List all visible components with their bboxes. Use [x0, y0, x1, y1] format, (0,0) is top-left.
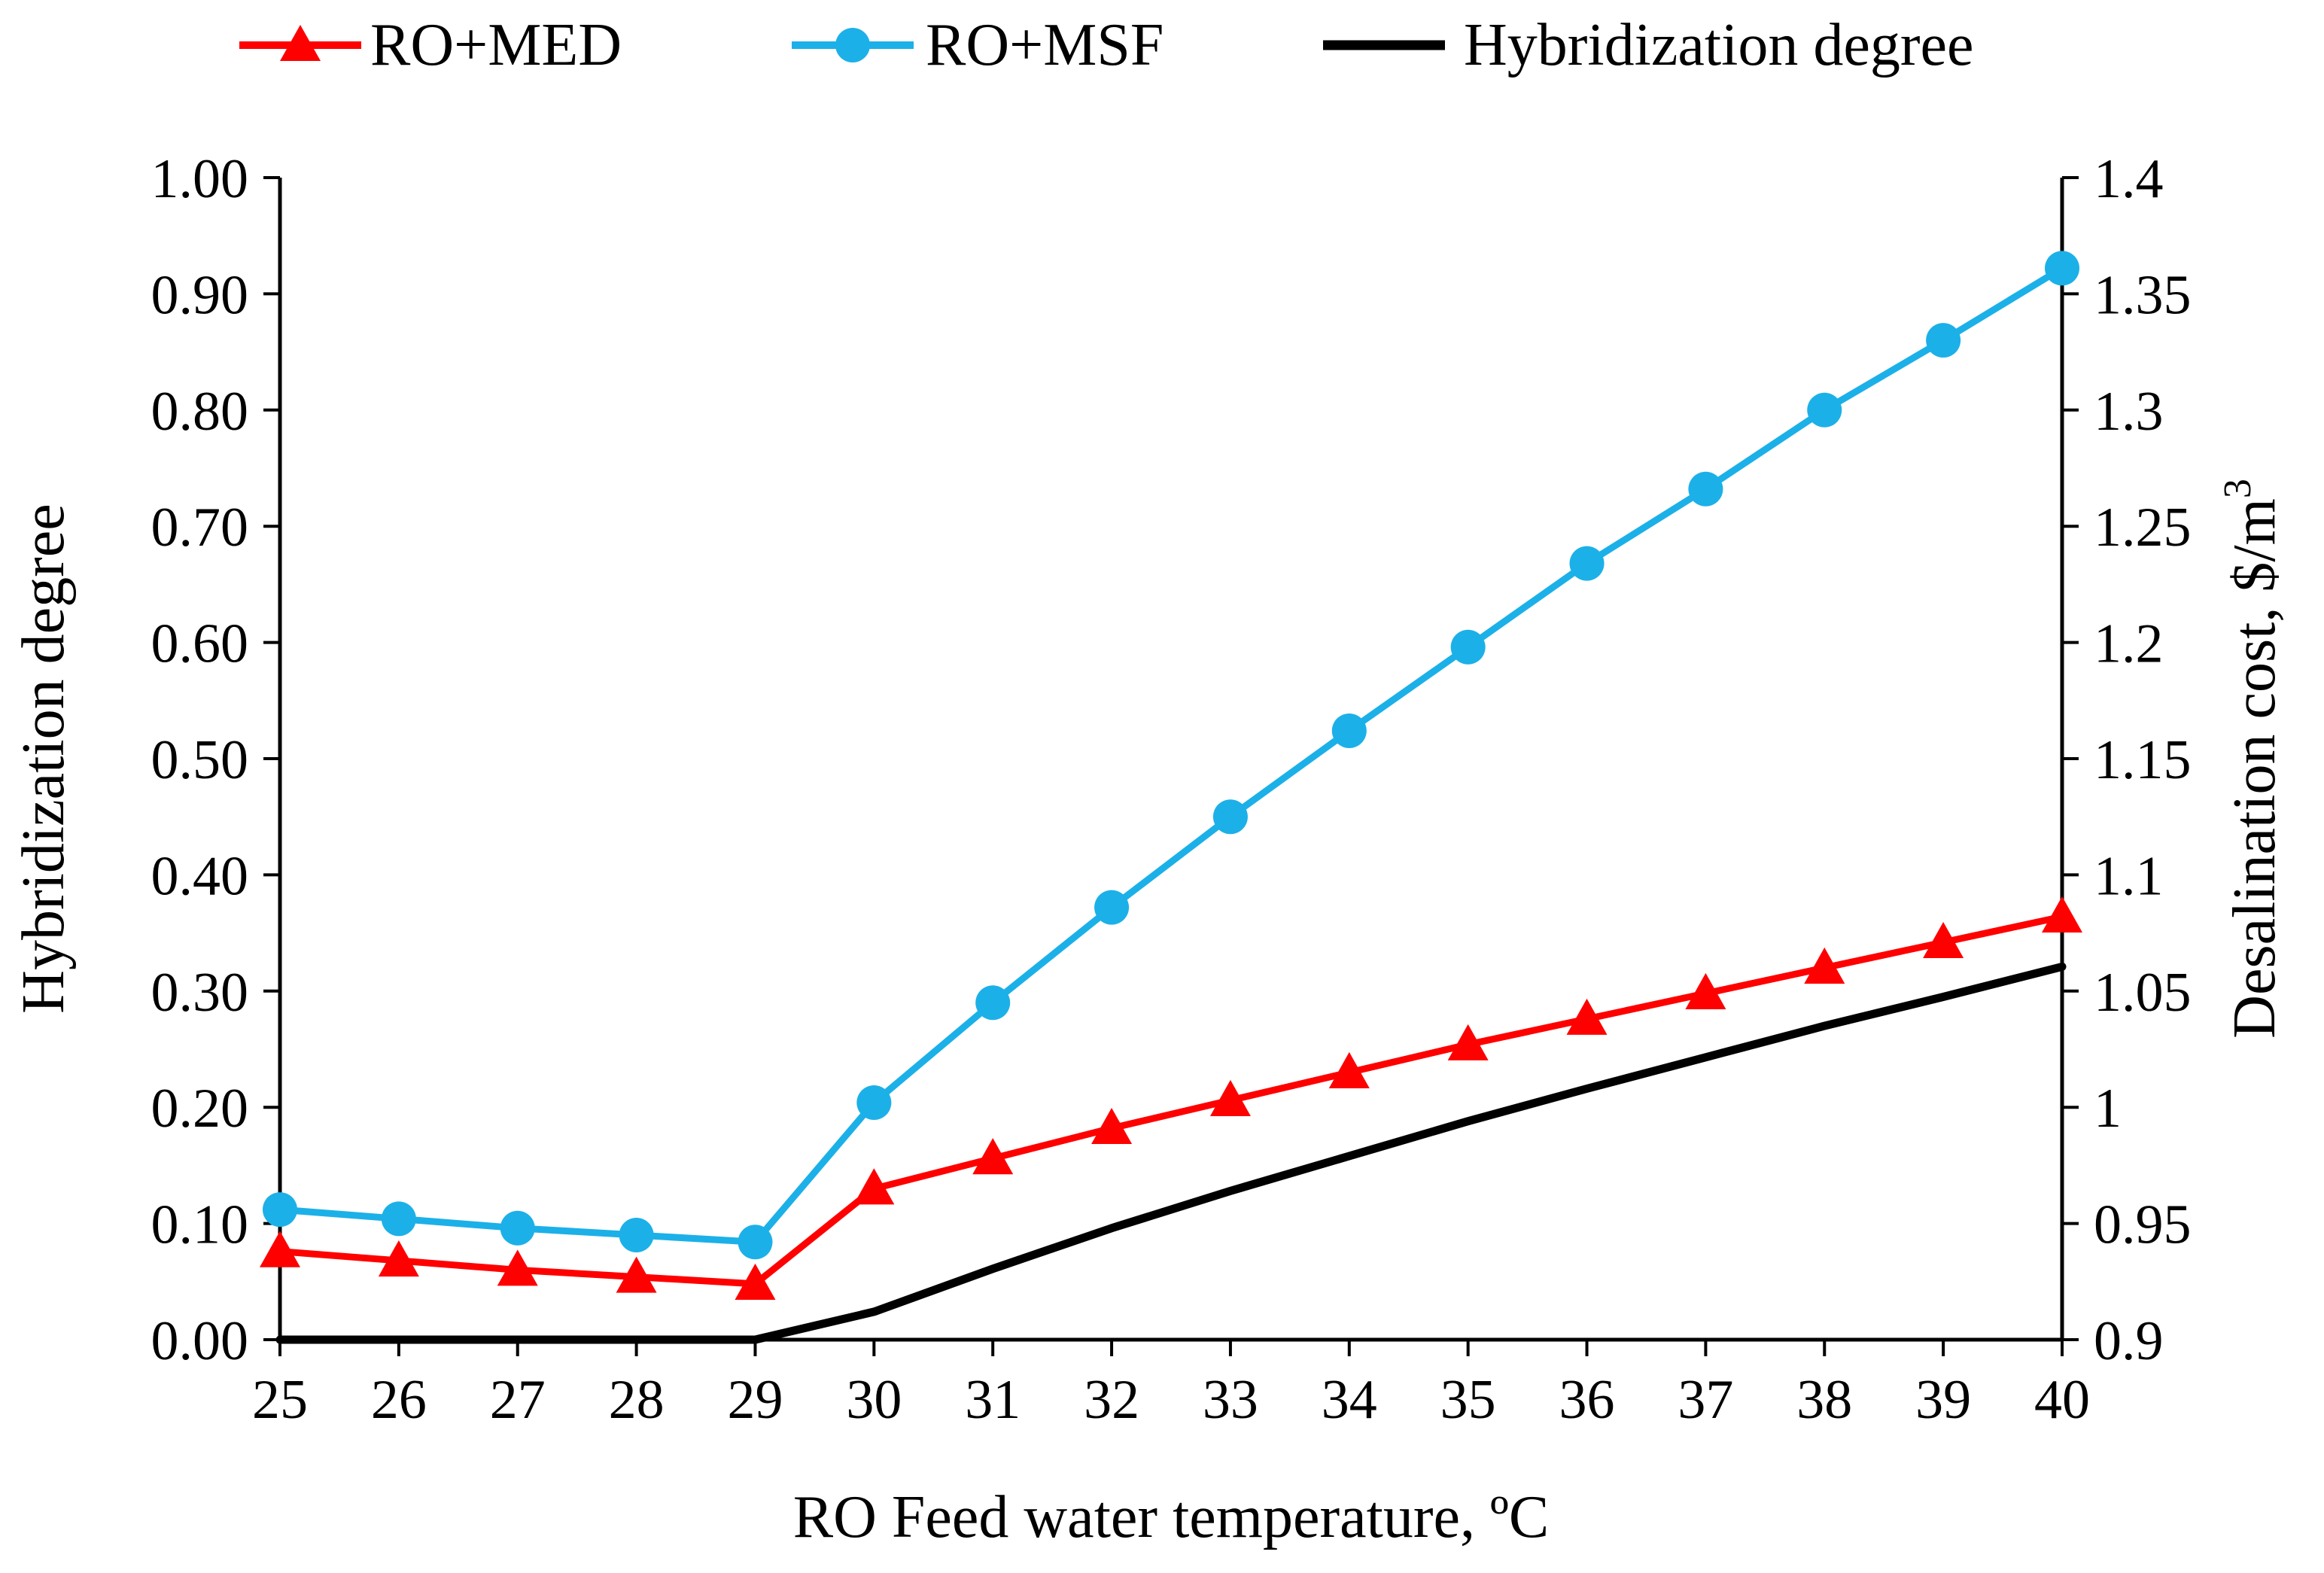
- data-point-triangle: [1685, 972, 1726, 1009]
- y-left-tick-label: 0.80: [151, 381, 249, 443]
- y-left-tick-label: 0.10: [151, 1194, 249, 1256]
- y-axis-right-title-main: Desalination cost, $/m: [2222, 498, 2288, 1039]
- y-left-tick-label: 0.30: [151, 962, 249, 1024]
- x-tick-label: 39: [1915, 1369, 1971, 1431]
- series-line: [276, 264, 2066, 1246]
- data-point-circle: [1569, 546, 1605, 581]
- x-tick-label: 25: [252, 1369, 308, 1431]
- x-tick-label: 32: [1084, 1369, 1139, 1431]
- data-point-circle: [1212, 799, 1248, 835]
- data-point-triangle: [378, 1240, 419, 1277]
- data-point-triangle: [853, 1168, 895, 1205]
- series-ro-med: [260, 896, 2082, 1300]
- x-tick-label: 38: [1796, 1369, 1852, 1431]
- data-point-circle: [2045, 251, 2079, 286]
- y-right-tick-label: 1.25: [2094, 497, 2192, 558]
- data-point-circle: [1450, 629, 1486, 665]
- y-right-tick-label: 1.1: [2094, 845, 2164, 907]
- x-tick-label: 34: [1322, 1369, 1377, 1431]
- data-point-triangle: [260, 1231, 300, 1267]
- x-tick-label: 37: [1678, 1369, 1733, 1431]
- legend-item: Hybridization degree: [1323, 12, 1974, 78]
- data-point-circle: [835, 28, 870, 62]
- legend-label: RO+MED: [370, 12, 622, 78]
- x-tick-label: 29: [727, 1369, 783, 1431]
- y-left-tick-label: 0.90: [151, 264, 249, 326]
- x-axis-title: RO Feed water temperature, ºC: [793, 1484, 1549, 1550]
- legend-item: RO+MSF: [792, 12, 1164, 78]
- data-point-triangle: [497, 1249, 538, 1286]
- series-hybridization-degree: [275, 962, 2067, 1344]
- y-right-tick-label: 0.9: [2094, 1310, 2164, 1372]
- series-line: [275, 962, 2067, 1344]
- legend: RO+MED RO+MSF Hybridization degree: [239, 12, 1974, 78]
- legend-label: Hybridization degree: [1464, 12, 1974, 78]
- y-left-tick-label: 0.70: [151, 497, 249, 558]
- series-line: [276, 913, 2066, 1288]
- y-left-tick-label: 0.50: [151, 729, 249, 791]
- data-point-circle: [1094, 890, 1130, 925]
- axes: 25 26 27 28 29 30 31 32 33 34 35 36 37 38 39 400.000.10…: [11, 148, 2288, 1550]
- x-tick-label: 33: [1203, 1369, 1258, 1431]
- series-ro-msf: [263, 251, 2079, 1260]
- data-point-triangle: [280, 25, 321, 62]
- data-point-triangle: [735, 1263, 776, 1300]
- y-right-tick-label: 1.15: [2094, 729, 2192, 791]
- data-point-triangle: [972, 1138, 1014, 1175]
- data-point-triangle: [1804, 947, 1845, 984]
- x-tick-label: 27: [490, 1369, 546, 1431]
- x-tick-label: 31: [965, 1369, 1021, 1431]
- y-right-tick-label: 1.05: [2094, 962, 2192, 1024]
- y-right-tick-label: 1.2: [2094, 613, 2164, 675]
- legend-label: RO+MSF: [926, 12, 1164, 78]
- data-point-circle: [381, 1201, 416, 1237]
- y-right-tick-label: 1.35: [2094, 264, 2192, 326]
- data-point-circle: [1331, 713, 1367, 748]
- y-right-tick-label: 1.3: [2094, 381, 2164, 443]
- data-point-circle: [856, 1085, 892, 1121]
- data-point-triangle: [1209, 1079, 1251, 1116]
- data-point-circle: [263, 1192, 297, 1228]
- data-point-triangle: [1091, 1107, 1133, 1145]
- y-left-tick-label: 0.40: [151, 845, 249, 907]
- data-point-triangle: [1328, 1051, 1370, 1088]
- y-left-tick-label: 0.00: [151, 1310, 249, 1372]
- x-tick-label: 28: [609, 1369, 665, 1431]
- data-point-circle: [975, 985, 1011, 1021]
- y-axis-right-title: Desalination cost, $/m3: [2216, 479, 2288, 1039]
- y-right-tick-label: 0.95: [2094, 1194, 2192, 1256]
- y-left-tick-label: 0.60: [151, 613, 249, 675]
- y-axis-left-title: Hybridization degree: [11, 504, 77, 1014]
- data-point-triangle: [1566, 998, 1608, 1035]
- y-right-tick-label: 1: [2094, 1078, 2122, 1139]
- data-point-circle: [1807, 392, 1842, 427]
- data-point-triangle: [616, 1256, 657, 1293]
- y-right-tick-label: 1.4: [2094, 148, 2164, 210]
- data-point-circle: [619, 1218, 654, 1253]
- y-axis-right-title-superscript: 3: [2216, 479, 2259, 498]
- data-point-circle: [500, 1210, 535, 1246]
- data-point-circle: [1926, 323, 1961, 358]
- y-left-tick-label: 0.20: [151, 1078, 249, 1139]
- data-point-circle: [1688, 471, 1723, 507]
- x-tick-label: 30: [846, 1369, 902, 1431]
- legend-item: RO+MED: [239, 12, 622, 78]
- x-tick-label: 35: [1440, 1369, 1496, 1431]
- series-group: [260, 251, 2082, 1344]
- data-point-triangle: [1923, 921, 1964, 959]
- data-point-triangle: [2042, 896, 2082, 933]
- data-point-triangle: [1447, 1024, 1489, 1060]
- y-left-tick-label: 1.00: [151, 148, 249, 210]
- x-tick-label: 26: [371, 1369, 427, 1431]
- x-tick-label: 36: [1559, 1369, 1615, 1431]
- x-tick-label: 40: [2034, 1369, 2090, 1431]
- data-point-circle: [738, 1225, 773, 1260]
